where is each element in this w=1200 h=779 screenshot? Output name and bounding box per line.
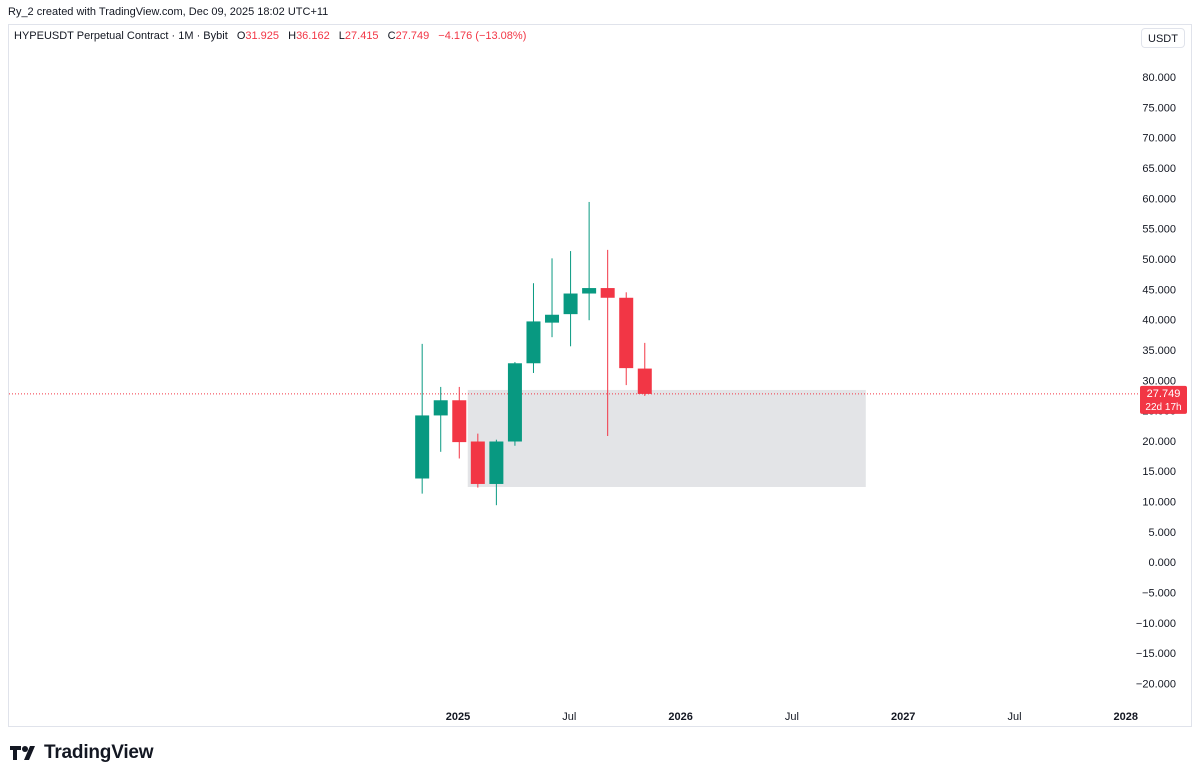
candle-body [545, 314, 560, 323]
y-axis-tick-label: 55.000 [1142, 224, 1176, 236]
candle-body [452, 400, 467, 443]
y-axis-tick-label: 65.000 [1142, 163, 1176, 175]
y-axis-tick-label: −5.000 [1142, 588, 1176, 600]
x-axis-tick-label: 2026 [668, 711, 692, 723]
open-value: 31.925 [245, 30, 280, 42]
y-axis-tick-label: 35.000 [1142, 345, 1176, 357]
x-axis-tick-label: Jul [785, 711, 799, 723]
chart-attribution: Ry_2 created with TradingView.com, Dec 0… [8, 6, 329, 18]
y-axis-tick-label: 60.000 [1142, 193, 1176, 205]
close-value: 27.749 [395, 30, 430, 42]
tradingview-branding: TradingView [10, 741, 154, 765]
symbol-legend: HYPEUSDT Perpetual Contract · 1M · Bybit… [14, 30, 526, 42]
currency-button[interactable]: USDT [1141, 28, 1185, 48]
candle-body [563, 293, 578, 315]
candle-body [637, 368, 652, 394]
last-price-tag [1140, 385, 1187, 414]
high-value: 36.162 [296, 30, 330, 42]
y-axis-tick-label: 15.000 [1142, 466, 1176, 478]
candle-countdown-label: 22d 17h [1145, 402, 1181, 413]
x-axis-tick-label: Jul [1007, 711, 1021, 723]
x-axis-tick-label: 2025 [446, 711, 470, 723]
candle-body [600, 288, 615, 298]
y-axis-tick-label: −10.000 [1136, 618, 1176, 630]
candle-body [489, 441, 504, 484]
candle-body [526, 321, 541, 364]
y-axis-tick-label: 30.000 [1142, 375, 1176, 387]
chart-frame [8, 24, 1192, 727]
y-axis-tick-label: 80.000 [1142, 72, 1176, 84]
y-axis-tick-label: 5.000 [1148, 527, 1176, 539]
y-axis-tick-label: 45.000 [1142, 284, 1176, 296]
candle-body [507, 363, 522, 442]
y-axis-tick-label: 20.000 [1142, 436, 1176, 448]
symbol-name[interactable]: HYPEUSDT Perpetual Contract · 1M · Bybit [14, 30, 228, 42]
x-axis-tick-label: 2027 [891, 711, 915, 723]
candle-body [470, 441, 485, 484]
tradingview-logo-icon [10, 746, 35, 760]
candle-body [619, 297, 634, 369]
y-axis-tick-label: 75.000 [1142, 102, 1176, 114]
low-label: L [338, 30, 345, 42]
tradingview-wordmark: TradingView [44, 742, 154, 763]
y-axis-tick-label: 10.000 [1142, 497, 1176, 509]
open-label: O [236, 30, 246, 42]
y-axis-tick-label: 50.000 [1142, 254, 1176, 266]
candle-body [433, 400, 448, 416]
y-axis-tick-label: 40.000 [1142, 315, 1176, 327]
candle-body [582, 288, 597, 294]
x-axis-tick-label: 2028 [1114, 711, 1138, 723]
high-label: H [288, 30, 297, 42]
y-axis-tick-label: 70.000 [1142, 133, 1176, 145]
y-axis-tick-label: −20.000 [1136, 679, 1176, 691]
change-value: −4.176 (−13.08%) [438, 30, 527, 42]
candle-body [415, 415, 430, 479]
y-axis-tick-label: 0.000 [1148, 557, 1176, 569]
close-label: C [387, 30, 396, 42]
y-axis-tick-label: −15.000 [1136, 648, 1176, 660]
demand-zone [467, 389, 866, 487]
last-price-label: 27.749 [1147, 388, 1181, 400]
x-axis-tick-label: Jul [562, 711, 576, 723]
low-value: 27.415 [344, 30, 379, 42]
